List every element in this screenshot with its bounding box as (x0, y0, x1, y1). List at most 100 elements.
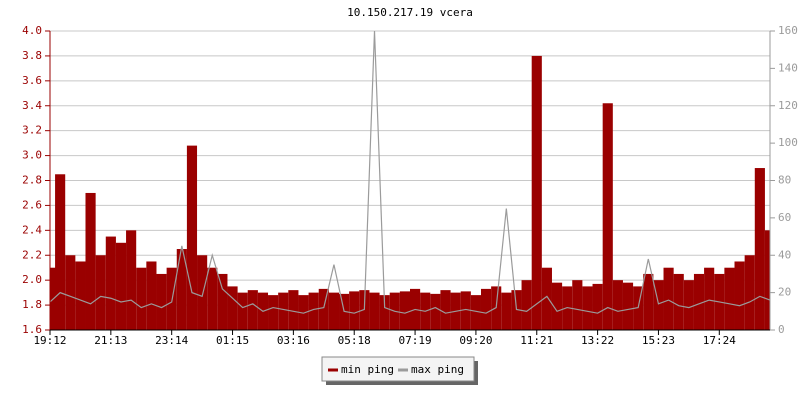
max-ping-line (49, 30, 771, 314)
min-ping-area (531, 55, 542, 331)
min-ping-area (156, 273, 167, 330)
x-tick-label: 11:21 (520, 334, 553, 347)
y2-tick-label: 160 (778, 24, 798, 37)
x-tick-label: 23:14 (155, 334, 188, 347)
min-ping-area (754, 168, 765, 330)
chart-title: 10.150.217.19 vcera (347, 6, 473, 19)
x-tick-label: 05:18 (338, 334, 371, 347)
x-tick-label: 15:23 (642, 334, 675, 347)
y-tick-label: 3.8 (22, 49, 42, 62)
x-tick-label: 03:16 (277, 334, 310, 347)
min-ping-area (734, 261, 745, 330)
y-tick-label: 3.4 (22, 99, 42, 112)
min-ping-area (480, 288, 492, 330)
min-ping-area (643, 273, 654, 330)
y2-tick-label: 40 (778, 248, 791, 261)
min-ping-area (75, 261, 86, 330)
min-ping-area (430, 293, 441, 330)
y-tick-label: 3.6 (22, 74, 42, 87)
min-ping-area (217, 273, 228, 330)
min-ping-area (207, 267, 218, 330)
y-tick-label: 2.8 (22, 174, 42, 187)
min-ping-area (612, 280, 623, 330)
min-ping-area (633, 286, 644, 330)
min-ping-area (704, 267, 715, 330)
y-tick-label: 4.0 (22, 24, 42, 37)
min-ping-area (724, 267, 735, 330)
min-ping-area (136, 267, 147, 330)
min-ping-area (399, 291, 410, 330)
min-ping-area (460, 291, 471, 330)
y-tick-label: 1.8 (22, 298, 42, 311)
min-ping-area (744, 255, 755, 330)
min-ping-area (693, 273, 705, 330)
min-ping-area (369, 292, 380, 330)
min-ping-area (115, 242, 127, 330)
min-ping-area (237, 292, 248, 330)
min-ping-area (126, 230, 137, 330)
min-ping-area (65, 255, 76, 330)
x-tick-label: 09:20 (459, 334, 492, 347)
x-tick-label: 19:12 (33, 334, 66, 347)
min-ping-area (602, 103, 613, 330)
x-tick-label: 07:19 (399, 334, 432, 347)
min-ping-area (105, 236, 116, 330)
y-tick-label: 2.2 (22, 248, 42, 261)
min-ping-area (349, 291, 360, 330)
legend-label: min ping (341, 363, 394, 376)
min-ping-area (511, 290, 522, 330)
y2-tick-label: 20 (778, 286, 791, 299)
min-ping-area (764, 230, 770, 330)
min-ping-area (176, 249, 187, 330)
y-tick-label: 2.6 (22, 198, 42, 211)
y-tick-label: 3.0 (22, 149, 42, 162)
min-ping-area (339, 293, 350, 330)
legend-box (321, 356, 475, 382)
min-ping-area (653, 280, 664, 330)
min-ping-area (501, 292, 512, 330)
min-ping-area (663, 267, 674, 330)
min-ping-area (85, 192, 96, 330)
min-ping-area (551, 282, 563, 330)
min-ping-area (572, 280, 583, 330)
min-ping-area (470, 295, 481, 330)
min-ping-area (278, 292, 289, 330)
y-tick-label: 1.6 (22, 323, 42, 336)
min-ping-area (440, 290, 451, 330)
min-ping-area (268, 295, 279, 330)
min-ping-area (673, 273, 684, 330)
y2-tick-label: 0 (778, 323, 785, 336)
y-tick-label: 2.4 (22, 223, 42, 236)
min-ping-area (318, 288, 329, 330)
y2-tick-label: 60 (778, 211, 791, 224)
min-ping-area (308, 292, 319, 330)
min-ping-area (146, 261, 157, 330)
y-tick-label: 3.2 (22, 124, 42, 137)
min-ping-area (521, 280, 532, 330)
y2-tick-label: 80 (778, 174, 791, 187)
legend-label: max ping (411, 363, 464, 376)
x-tick-label: 21:13 (94, 334, 127, 347)
min-ping-area (328, 292, 340, 330)
min-ping-area (197, 255, 208, 330)
min-ping-area (186, 145, 198, 330)
min-ping-area (582, 286, 593, 330)
y-tick-label: 2.0 (22, 273, 42, 286)
y2-tick-label: 120 (778, 99, 798, 112)
min-ping-area (379, 295, 390, 330)
min-ping-area (247, 290, 258, 330)
y2-tick-label: 100 (778, 136, 798, 149)
x-tick-label: 13:22 (581, 334, 614, 347)
min-ping-area (622, 282, 634, 330)
min-ping-area (541, 267, 552, 330)
min-ping-area (592, 283, 603, 330)
min-ping-area (95, 255, 106, 330)
y2-tick-label: 140 (778, 61, 798, 74)
min-ping-area (55, 174, 66, 330)
x-tick-label: 17:24 (703, 334, 736, 347)
min-ping-area (683, 280, 694, 330)
min-ping-area (227, 286, 238, 330)
